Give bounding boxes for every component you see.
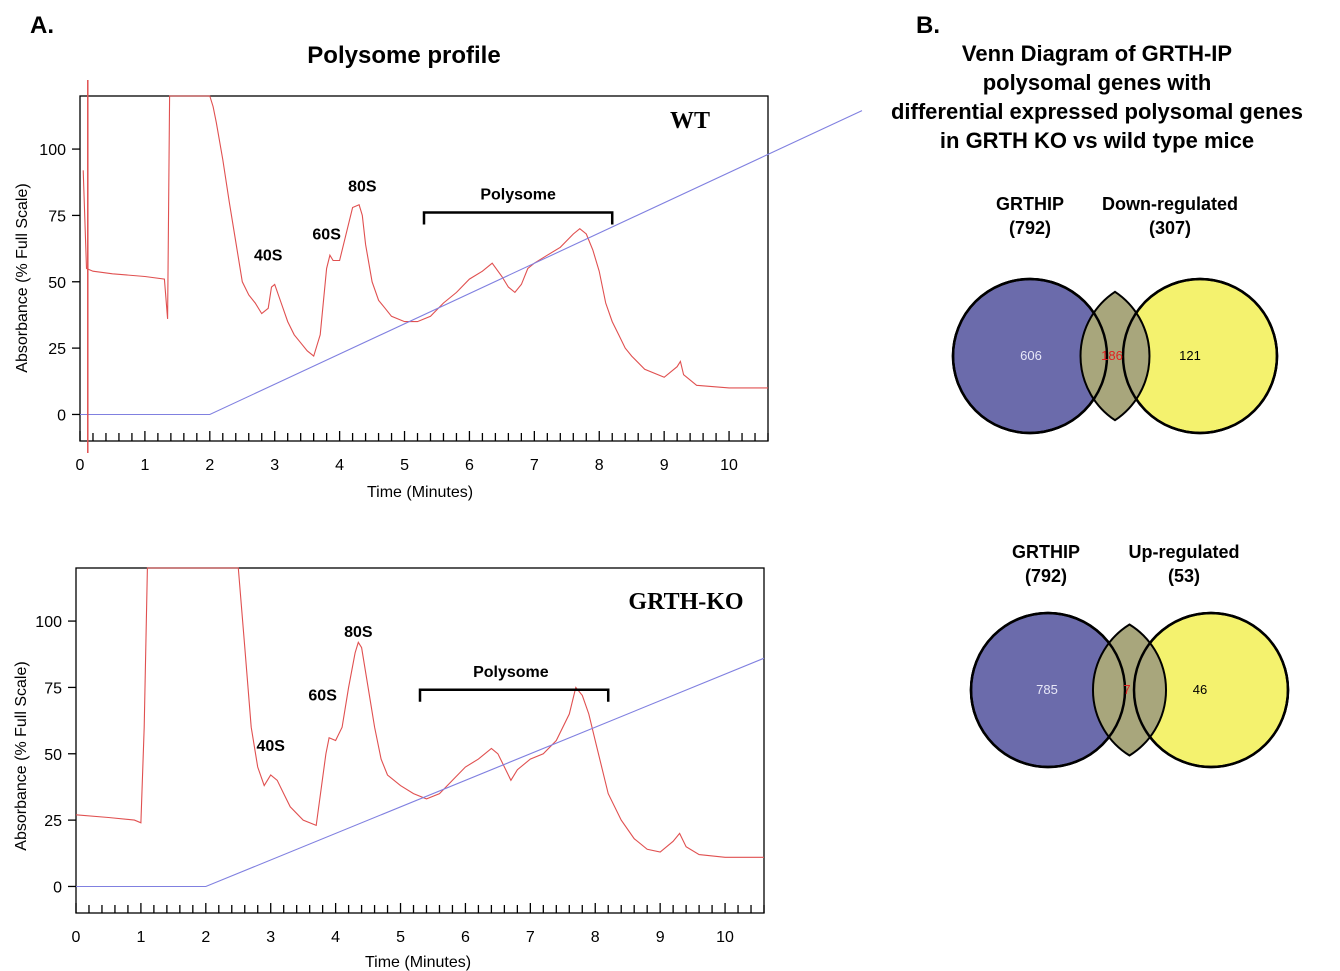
- x-tick-label: 9: [660, 457, 669, 474]
- overlap-count: 7: [1123, 682, 1130, 697]
- venn-title-line: differential expressed polysomal genes: [891, 99, 1303, 124]
- sample-label: GRTH-KO: [628, 589, 743, 615]
- venn-title: Venn Diagram of GRTH-IP polysomal genes …: [891, 41, 1303, 153]
- x-tick-label: 2: [201, 929, 210, 946]
- left-set-name: GRTHIP: [996, 194, 1064, 214]
- y-tick-label: 100: [39, 142, 66, 159]
- right-set-total: (53): [1168, 566, 1200, 586]
- y-tick-label: 100: [35, 614, 62, 631]
- x-tick-label: 4: [331, 929, 340, 946]
- x-tick-label: 8: [591, 929, 600, 946]
- right-set-name: Down-regulated: [1102, 194, 1238, 214]
- venn-overlap-region: [1079, 290, 1151, 422]
- x-tick-label: 7: [526, 929, 535, 946]
- peak-label: 80S: [348, 179, 377, 196]
- x-ticks: 0 1 2 3 4 5 6 7 8 9 10: [72, 903, 765, 946]
- y-axis-label: Absorbance (% Full Scale): [14, 183, 31, 372]
- y-ticks: 0 25 50 75 100: [35, 614, 76, 896]
- absorbance-trace: [75, 567, 764, 858]
- venn-title-line: polysomal genes with: [983, 70, 1212, 95]
- y-tick-label: 25: [44, 813, 62, 830]
- venn-title-line: Venn Diagram of GRTH-IP: [962, 41, 1232, 66]
- gradient-line: [76, 657, 765, 888]
- right-set-total: (307): [1149, 218, 1191, 238]
- venn-overlap-region: [1091, 623, 1168, 757]
- x-tick-label: 10: [716, 929, 734, 946]
- sample-label: WT: [670, 108, 710, 134]
- x-tick-label: 5: [400, 457, 409, 474]
- y-axis-label: Absorbance (% Full Scale): [13, 661, 30, 850]
- chart-wt: 0 25 50 75 100 0 1 2 3 4 5 6 7 8 9 10 40S 60S 80S Polysom…: [14, 80, 863, 501]
- peak-label: Polysome: [480, 187, 556, 204]
- left-set-name: GRTHIP: [1012, 542, 1080, 562]
- peak-label: 80S: [344, 624, 373, 641]
- chart-title: Polysome profile: [307, 42, 500, 69]
- chart-grth-ko: 0 25 50 75 100 0 1 2 3 4 5 6 7 8 9 10 40S 60S 80S Polysom…: [13, 567, 765, 971]
- x-tick-label: 1: [136, 929, 145, 946]
- x-tick-label: 6: [461, 929, 470, 946]
- peak-label: 40S: [256, 738, 285, 755]
- x-tick-label: 6: [465, 457, 474, 474]
- x-tick-label: 4: [335, 457, 344, 474]
- peak-label: 40S: [254, 248, 283, 265]
- y-tick-label: 25: [48, 341, 66, 358]
- y-tick-label: 50: [44, 747, 62, 764]
- x-tick-label: 3: [266, 929, 275, 946]
- y-ticks: 0 25 50 75 100: [39, 142, 80, 424]
- x-tick-label: 10: [720, 457, 738, 474]
- absorbance-trace: [82, 95, 768, 389]
- x-tick-label: 9: [656, 929, 665, 946]
- left-only-count: 785: [1036, 682, 1058, 697]
- x-tick-label: 2: [205, 457, 214, 474]
- y-tick-label: 0: [53, 879, 62, 896]
- venn-diagram-up: GRTHIP (792) Up-regulated (53) 785 7 46: [969, 542, 1290, 769]
- venn-title-line: in GRTH KO vs wild type mice: [940, 128, 1254, 153]
- left-only-count: 606: [1020, 348, 1042, 363]
- panel-label-a: A.: [30, 12, 54, 39]
- x-axis-label: Time (Minutes): [365, 954, 471, 971]
- y-tick-label: 75: [48, 208, 66, 225]
- x-axis-label: Time (Minutes): [367, 484, 473, 501]
- x-tick-label: 0: [72, 929, 81, 946]
- x-tick-label: 7: [530, 457, 539, 474]
- y-tick-label: 75: [44, 680, 62, 697]
- series-group: [75, 567, 765, 888]
- right-only-count: 46: [1193, 682, 1207, 697]
- peak-label: 60S: [308, 688, 337, 705]
- peak-label: Polysome: [473, 664, 549, 681]
- annotations: 40S 60S 80S Polysome: [254, 179, 614, 265]
- x-tick-label: 0: [76, 457, 85, 474]
- x-tick-label: 8: [595, 457, 604, 474]
- panel-label-b: B.: [916, 12, 940, 39]
- gradient-line: [80, 110, 863, 416]
- y-tick-label: 0: [57, 407, 66, 424]
- x-ticks: 0 1 2 3 4 5 6 7 8 9 10: [76, 431, 769, 474]
- y-tick-label: 50: [48, 275, 66, 292]
- x-tick-label: 3: [270, 457, 279, 474]
- x-tick-label: 1: [140, 457, 149, 474]
- venn-diagram-down: GRTHIP (792) Down-regulated (307) 606 18…: [951, 194, 1279, 435]
- series-group: [80, 80, 863, 453]
- plot-frame: [79, 95, 769, 442]
- polysome-bracket: [422, 211, 614, 225]
- right-only-count: 121: [1179, 348, 1201, 363]
- right-set-name: Up-regulated: [1128, 542, 1239, 562]
- annotations: 40S 60S 80S Polysome: [256, 624, 610, 755]
- plot-frame: [75, 567, 765, 914]
- polysome-bracket: [418, 688, 610, 702]
- x-tick-label: 5: [396, 929, 405, 946]
- overlap-count: 186: [1101, 348, 1123, 363]
- left-set-total: (792): [1009, 218, 1051, 238]
- peak-label: 60S: [312, 226, 341, 243]
- left-set-total: (792): [1025, 566, 1067, 586]
